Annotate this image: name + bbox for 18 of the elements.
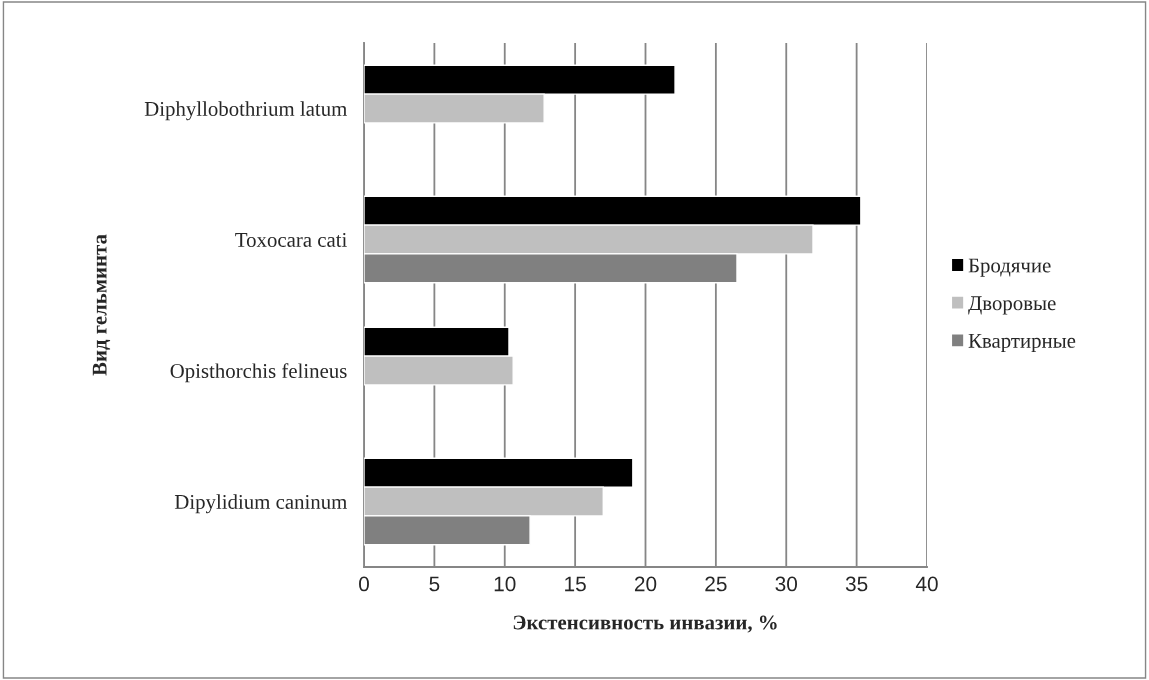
x-tick-label: 5: [429, 576, 440, 592]
x-tick-label: 15: [565, 576, 586, 592]
y-tick-label: Diphyllobothrium latum: [144, 101, 348, 121]
x-tick-label: 30: [775, 576, 798, 592]
legend-label: Бродячие: [968, 258, 1051, 277]
x-tick-label: 10: [494, 576, 516, 592]
x-tick-label: 40: [915, 576, 938, 592]
x-tick-label: 20: [634, 576, 657, 592]
y-axis-title: Вид гельминта: [92, 234, 111, 376]
x-axis-title: Экстенсивность инвазии, %: [513, 615, 777, 633]
x-tick-label: 35: [845, 576, 868, 592]
x-tick-label: 0: [359, 576, 369, 592]
legend-label: Дворовые: [968, 296, 1056, 315]
x-tick-label: 25: [705, 576, 727, 592]
y-tick-label: Toxocara cati: [235, 232, 347, 247]
y-tick-label: Opisthorchis felineus: [170, 363, 347, 383]
y-tick-label: Dipylidium caninum: [174, 494, 348, 514]
legend-label: Квартирные: [968, 334, 1076, 353]
